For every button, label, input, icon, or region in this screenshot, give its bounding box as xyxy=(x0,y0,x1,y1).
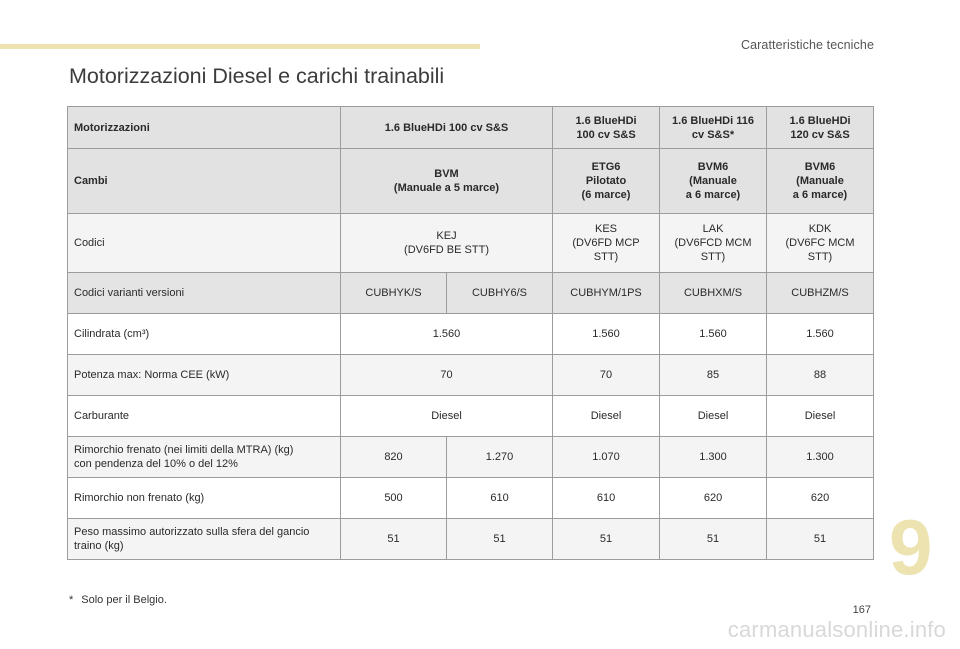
table-row: Codici varianti versioni CUBHYK/S CUBHY6… xyxy=(67,272,875,314)
table-cell: CUBHXM/S xyxy=(659,272,768,314)
table-cell: 1.560 xyxy=(659,313,768,355)
table-cell: 620 xyxy=(766,477,875,519)
table-row: Potenza max: Norma CEE (kW) 70 70 85 88 xyxy=(67,354,875,396)
row-label-peso-gancio: Peso massimo autorizzato sulla sfera del… xyxy=(67,518,341,560)
table-row: Carburante Diesel Diesel Diesel Diesel xyxy=(67,395,875,437)
table-cell: BVM (Manuale a 5 marce) xyxy=(339,148,554,214)
table-cell: ETG6 Pilotato (6 marce) xyxy=(552,148,661,214)
table-cell: 610 xyxy=(552,477,661,519)
table-cell: 70 xyxy=(552,354,661,396)
table-row: Cilindrata (cm³) 1.560 1.560 1.560 1.560 xyxy=(67,313,875,355)
table-cell: 1.300 xyxy=(659,436,768,478)
table-cell: 1.270 xyxy=(445,436,554,478)
table-cell: 1.070 xyxy=(552,436,661,478)
table-cell: 1.560 xyxy=(766,313,875,355)
engine-specs-table: Motorizzazioni 1.6 BlueHDi 100 cv S&S 1.… xyxy=(67,106,875,560)
table-cell: 1.6 BlueHDi 100 cv S&S xyxy=(339,106,554,149)
table-cell: CUBHY6/S xyxy=(445,272,554,314)
table-cell: 1.560 xyxy=(339,313,554,355)
footnote-text: Solo per il Belgio. xyxy=(81,594,167,606)
table-cell: 51 xyxy=(659,518,768,560)
table-cell: 610 xyxy=(445,477,554,519)
table-cell: 70 xyxy=(339,354,554,396)
table-cell: 1.560 xyxy=(552,313,661,355)
table-cell: 1.6 BlueHDi 100 cv S&S xyxy=(552,106,661,149)
table-cell: CUBHYM/1PS xyxy=(552,272,661,314)
table-row: Peso massimo autorizzato sulla sfera del… xyxy=(67,518,875,560)
table-cell: BVM6 (Manuale a 6 marce) xyxy=(766,148,875,214)
row-label-carburante: Carburante xyxy=(67,395,341,437)
table-cell: KEJ (DV6FD BE STT) xyxy=(339,213,554,273)
table-cell: KES (DV6FD MCP STT) xyxy=(552,213,661,273)
row-label-codici: Codici xyxy=(67,213,341,273)
table-cell: 1.6 BlueHDi 116 cv S&S* xyxy=(659,106,768,149)
header-accent-rule xyxy=(0,44,480,49)
row-label-potenza: Potenza max: Norma CEE (kW) xyxy=(67,354,341,396)
footnote: * Solo per il Belgio. xyxy=(69,594,167,606)
section-header: Caratteristiche tecniche xyxy=(740,38,874,52)
page-title: Motorizzazioni Diesel e carichi trainabi… xyxy=(69,64,445,88)
chapter-number: 9 xyxy=(889,503,933,591)
table-cell: CUBHYK/S xyxy=(340,272,447,314)
table-row: Cambi BVM (Manuale a 5 marce) ETG6 Pilotat… xyxy=(67,148,875,214)
table-cell: 51 xyxy=(445,518,554,560)
table-cell: 51 xyxy=(340,518,447,560)
row-label-cambi: Cambi xyxy=(67,148,341,214)
table-cell: KDK (DV6FC MCM STT) xyxy=(766,213,875,273)
table-row: Rimorchio non frenato (kg) 500 610 610 6… xyxy=(67,477,875,519)
watermark: carmanualsonline.info xyxy=(727,617,946,642)
table-cell: 1.6 BlueHDi 120 cv S&S xyxy=(766,106,875,149)
row-label-cilindrata: Cilindrata (cm³) xyxy=(67,313,341,355)
table-cell: Diesel xyxy=(552,395,661,437)
table-row: Codici KEJ (DV6FD BE STT) KES (DV6FD MCP ST… xyxy=(67,213,875,273)
table-cell: 51 xyxy=(552,518,661,560)
table-row: Motorizzazioni 1.6 BlueHDi 100 cv S&S 1.… xyxy=(67,106,875,149)
table-cell: LAK (DV6FCD MCM STT) xyxy=(659,213,768,273)
table-cell: Diesel xyxy=(766,395,875,437)
footnote-mark: * xyxy=(69,594,74,606)
table-cell: BVM6 (Manuale a 6 marce) xyxy=(659,148,768,214)
row-label-rimorchio-non-frenato: Rimorchio non frenato (kg) xyxy=(67,477,341,519)
row-label-rimorchio-frenato: Rimorchio frenato (nei limiti della MTRA… xyxy=(67,436,341,478)
table-cell: Diesel xyxy=(339,395,554,437)
row-label-varianti: Codici varianti versioni xyxy=(67,272,341,314)
table-cell: 1.300 xyxy=(766,436,875,478)
table-cell: 620 xyxy=(659,477,768,519)
row-label-motorizzazioni: Motorizzazioni xyxy=(67,106,341,149)
table-cell: 820 xyxy=(340,436,447,478)
table-row: Rimorchio frenato (nei limiti della MTRA… xyxy=(67,436,875,478)
table-cell: 51 xyxy=(766,518,875,560)
table-cell: CUBHZM/S xyxy=(766,272,875,314)
page-number: 167 xyxy=(852,604,871,616)
table-cell: 88 xyxy=(766,354,875,396)
table-cell: Diesel xyxy=(659,395,768,437)
table-cell: 85 xyxy=(659,354,768,396)
table-cell: 500 xyxy=(340,477,447,519)
